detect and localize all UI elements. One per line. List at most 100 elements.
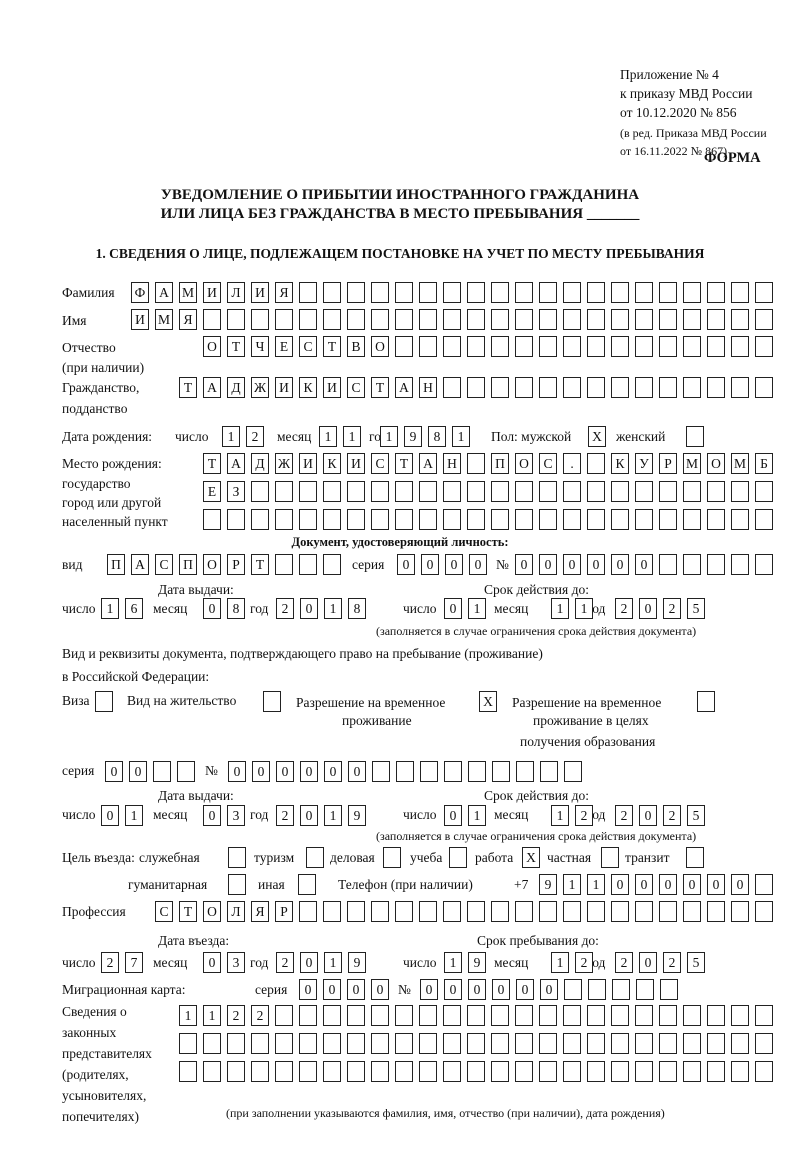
char-box[interactable] xyxy=(587,1033,605,1054)
char-box[interactable]: И xyxy=(251,282,269,303)
char-box[interactable] xyxy=(731,1033,749,1054)
char-box[interactable] xyxy=(659,282,677,303)
char-box[interactable]: К xyxy=(611,453,629,474)
char-box[interactable] xyxy=(611,481,629,502)
char-box[interactable] xyxy=(179,1033,197,1054)
checkbox[interactable] xyxy=(686,426,704,447)
char-box[interactable] xyxy=(347,1005,365,1026)
char-box[interactable] xyxy=(467,901,485,922)
char-box[interactable]: 0 xyxy=(659,874,677,895)
char-box[interactable] xyxy=(539,1033,557,1054)
char-box[interactable] xyxy=(683,509,701,530)
char-box[interactable] xyxy=(491,1061,509,1082)
char-box[interactable] xyxy=(755,1061,773,1082)
char-box[interactable] xyxy=(227,309,245,330)
char-box[interactable] xyxy=(251,309,269,330)
char-box[interactable] xyxy=(635,336,653,357)
char-box[interactable]: 2 xyxy=(663,598,681,619)
char-box[interactable]: 0 xyxy=(300,761,318,782)
char-box[interactable]: 3 xyxy=(227,952,245,973)
char-box[interactable] xyxy=(731,1061,749,1082)
char-box[interactable] xyxy=(443,282,461,303)
char-box[interactable] xyxy=(467,1033,485,1054)
char-box[interactable] xyxy=(755,336,773,357)
char-box[interactable] xyxy=(707,309,725,330)
char-box[interactable]: С xyxy=(539,453,557,474)
checkbox[interactable] xyxy=(449,847,467,868)
char-box[interactable]: 0 xyxy=(203,805,221,826)
char-box[interactable] xyxy=(492,761,510,782)
char-box[interactable] xyxy=(515,1005,533,1026)
checkbox[interactable] xyxy=(228,874,246,895)
char-box[interactable]: О xyxy=(515,453,533,474)
char-box[interactable]: Ч xyxy=(251,336,269,357)
char-box[interactable] xyxy=(683,309,701,330)
char-box[interactable] xyxy=(563,1061,581,1082)
char-box[interactable] xyxy=(491,901,509,922)
char-box[interactable] xyxy=(659,336,677,357)
char-box[interactable] xyxy=(515,481,533,502)
char-box[interactable]: 2 xyxy=(276,952,294,973)
char-box[interactable]: И xyxy=(323,377,341,398)
char-box[interactable]: Я xyxy=(179,309,197,330)
char-box[interactable] xyxy=(515,282,533,303)
char-box[interactable] xyxy=(491,309,509,330)
char-box[interactable]: Ж xyxy=(275,453,293,474)
char-box[interactable] xyxy=(419,1033,437,1054)
char-box[interactable] xyxy=(587,1005,605,1026)
char-box[interactable]: 1 xyxy=(380,426,398,447)
char-box[interactable]: 2 xyxy=(575,805,593,826)
checkbox[interactable] xyxy=(263,691,281,712)
char-box[interactable] xyxy=(635,1033,653,1054)
char-box[interactable]: К xyxy=(299,377,317,398)
char-box[interactable] xyxy=(540,761,558,782)
char-box[interactable] xyxy=(420,761,438,782)
char-box[interactable] xyxy=(491,1005,509,1026)
char-box[interactable]: 0 xyxy=(252,761,270,782)
char-box[interactable]: 1 xyxy=(575,598,593,619)
char-box[interactable] xyxy=(611,1005,629,1026)
char-box[interactable]: 0 xyxy=(371,979,389,1000)
char-box[interactable] xyxy=(707,377,725,398)
char-box[interactable]: 1 xyxy=(319,426,337,447)
char-box[interactable] xyxy=(323,309,341,330)
char-box[interactable]: Т xyxy=(371,377,389,398)
char-box[interactable] xyxy=(707,336,725,357)
char-box[interactable]: 5 xyxy=(687,598,705,619)
char-box[interactable] xyxy=(443,1061,461,1082)
char-box[interactable] xyxy=(203,1033,221,1054)
char-box[interactable] xyxy=(755,509,773,530)
char-box[interactable]: 1 xyxy=(203,1005,221,1026)
char-box[interactable] xyxy=(659,309,677,330)
char-box[interactable] xyxy=(444,761,462,782)
char-box[interactable] xyxy=(251,1061,269,1082)
char-box[interactable] xyxy=(755,282,773,303)
char-box[interactable] xyxy=(731,1005,749,1026)
char-box[interactable]: С xyxy=(155,554,173,575)
char-box[interactable]: 1 xyxy=(468,598,486,619)
char-box[interactable] xyxy=(755,1033,773,1054)
char-box[interactable] xyxy=(683,481,701,502)
char-box[interactable]: 2 xyxy=(246,426,264,447)
char-box[interactable]: 8 xyxy=(348,598,366,619)
char-box[interactable] xyxy=(707,1033,725,1054)
checkbox[interactable]: X xyxy=(522,847,540,868)
char-box[interactable]: Т xyxy=(227,336,245,357)
char-box[interactable]: 0 xyxy=(300,805,318,826)
char-box[interactable] xyxy=(395,901,413,922)
char-box[interactable]: 0 xyxy=(707,874,725,895)
char-box[interactable]: Б xyxy=(755,453,773,474)
char-box[interactable] xyxy=(563,309,581,330)
char-box[interactable] xyxy=(539,901,557,922)
char-box[interactable]: 1 xyxy=(468,805,486,826)
char-box[interactable] xyxy=(659,901,677,922)
char-box[interactable]: 1 xyxy=(452,426,470,447)
char-box[interactable]: 1 xyxy=(551,805,569,826)
char-box[interactable]: Л xyxy=(227,901,245,922)
char-box[interactable] xyxy=(323,554,341,575)
char-box[interactable] xyxy=(347,1033,365,1054)
char-box[interactable]: 0 xyxy=(129,761,147,782)
char-box[interactable]: 8 xyxy=(428,426,446,447)
char-box[interactable] xyxy=(564,979,582,1000)
char-box[interactable]: А xyxy=(131,554,149,575)
